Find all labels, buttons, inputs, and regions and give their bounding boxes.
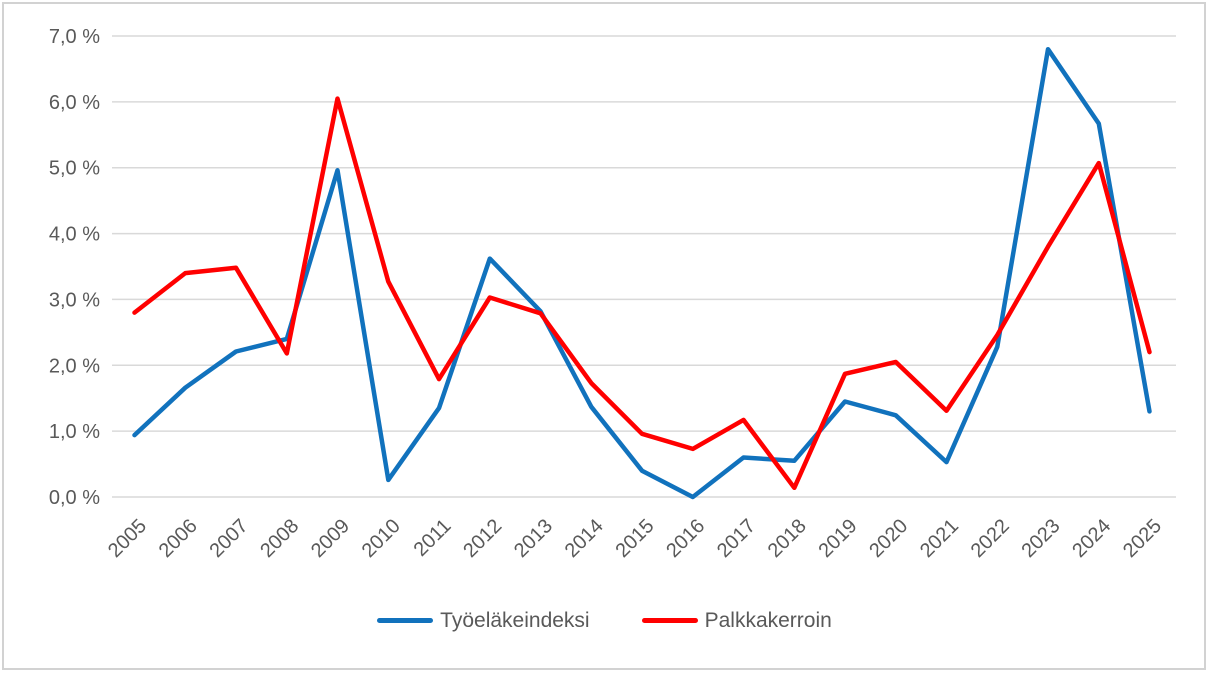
x-tick-label: 2014 — [561, 515, 608, 562]
legend-label-palkkakerroin: Palkkakerroin — [704, 609, 832, 632]
legend-swatch-tyoelakeindeksi-icon — [377, 618, 434, 623]
y-tick-label: 7,0 % — [49, 26, 100, 48]
y-tick-label: 6,0 % — [49, 92, 100, 114]
x-tick-label: 2017 — [713, 515, 760, 562]
x-tick-label: 2005 — [104, 515, 151, 562]
y-tick-label: 5,0 % — [49, 158, 100, 180]
x-tick-label: 2009 — [307, 515, 354, 562]
y-tick-label: 2,0 % — [49, 355, 100, 377]
x-tick-label: 2021 — [916, 515, 963, 562]
y-tick-label: 3,0 % — [49, 289, 100, 311]
y-tick-label: 4,0 % — [49, 224, 100, 246]
x-tick-label: 2012 — [459, 515, 506, 562]
x-tick-label: 2022 — [967, 515, 1014, 562]
series-line-ty-el-keindeksi — [132, 46, 1152, 500]
legend-label-tyoelakeindeksi: Työeläkeindeksi — [440, 609, 590, 632]
x-tick-label: 2025 — [1119, 515, 1166, 562]
x-tick-label: 2011 — [410, 515, 456, 561]
x-tick-label: 2023 — [1018, 515, 1065, 562]
legend-item-tyoelakeindeksi: Työeläkeindeksi — [377, 609, 590, 632]
chart-legend: Työeläkeindeksi Palkkakerroin — [0, 610, 1209, 631]
legend-swatch-palkkakerroin-icon — [641, 618, 698, 623]
x-tick-label: 2016 — [662, 515, 709, 562]
x-tick-label: 2024 — [1068, 515, 1115, 562]
series-line-palkkakerroin — [132, 96, 1152, 491]
x-tick-label: 2010 — [358, 515, 405, 562]
y-tick-label: 1,0 % — [49, 421, 100, 443]
x-tick-label: 2015 — [612, 515, 659, 562]
x-tick-label: 2006 — [155, 515, 202, 562]
x-tick-label: 2018 — [764, 515, 811, 562]
x-tick-label: 2019 — [815, 515, 862, 562]
x-tick-label: 2008 — [256, 515, 303, 562]
y-tick-label: 0,0 % — [49, 487, 100, 509]
x-tick-label: 2007 — [206, 515, 253, 562]
x-tick-label: 2020 — [865, 515, 912, 562]
x-tick-label: 2013 — [510, 515, 557, 562]
legend-item-palkkakerroin: Palkkakerroin — [641, 609, 832, 632]
